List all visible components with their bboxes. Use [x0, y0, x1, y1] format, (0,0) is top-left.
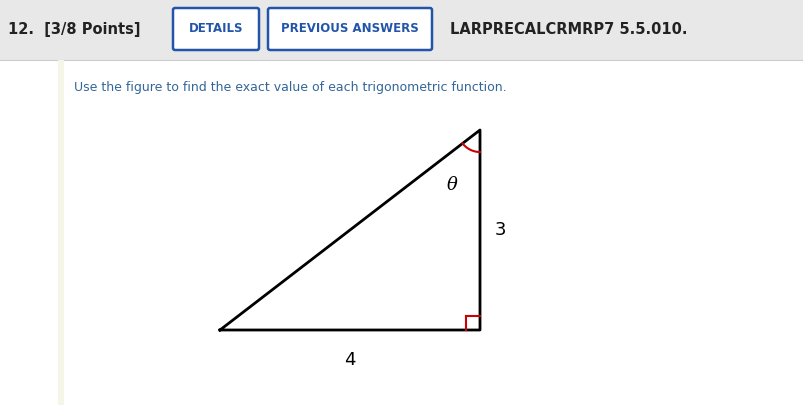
Text: 12.  [3/8 Points]: 12. [3/8 Points]	[8, 22, 141, 38]
Text: LARPRECALCRMRP7 5.5.010.: LARPRECALCRMRP7 5.5.010.	[450, 22, 687, 38]
Text: 3: 3	[494, 221, 505, 239]
Bar	[0, 0, 803, 60]
FancyBboxPatch shape	[173, 8, 259, 50]
FancyBboxPatch shape	[267, 8, 431, 50]
Text: θ: θ	[446, 176, 457, 194]
Text: PREVIOUS ANSWERS: PREVIOUS ANSWERS	[281, 23, 418, 36]
Bar	[58, 60, 63, 405]
Text: DETAILS: DETAILS	[189, 23, 243, 36]
Text: 4: 4	[344, 351, 355, 369]
Text: Use the figure to find the exact value of each trigonometric function.: Use the figure to find the exact value o…	[73, 81, 506, 94]
